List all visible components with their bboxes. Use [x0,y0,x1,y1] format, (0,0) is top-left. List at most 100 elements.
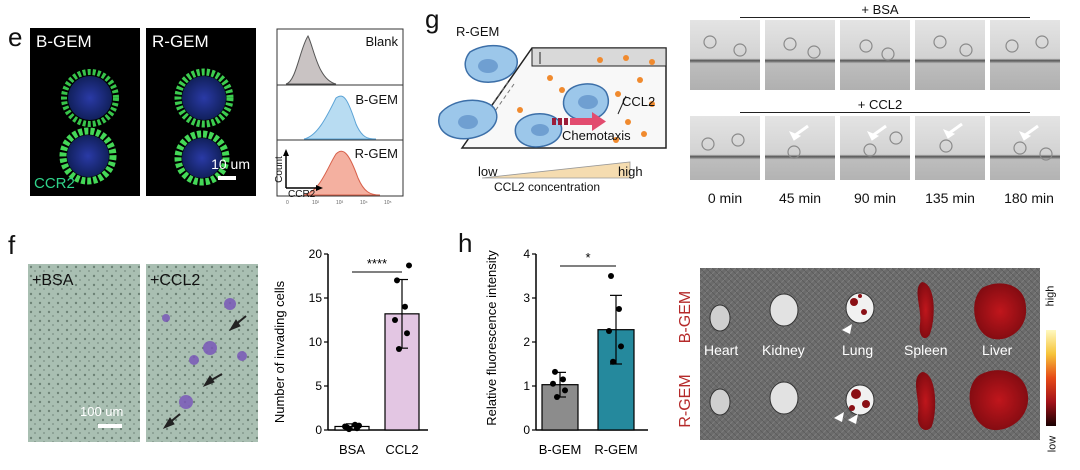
chart-h-point-0-3 [560,376,566,383]
chart-h-ytick-3: 3 [523,291,530,305]
chart-f-ytick-5: 5 [315,379,322,393]
invading-cells-chart: Number of invading cells **** BSA CCL2 0… [272,247,428,457]
chart-f-point-0-4 [344,424,350,431]
hist-blank [285,35,337,85]
ccr2-channel-label: CCR2 [34,175,75,192]
organ-kidney-label: Kidney [762,342,805,358]
r-gem-image-label: R-GEM [152,32,209,51]
gradient-low-label: low [478,164,498,179]
chart-f-point-1-2 [392,317,398,323]
scale-bar-f [98,424,122,428]
chart-h-ytick-2: 2 [523,335,530,349]
time-180: 180 min [1004,190,1054,206]
bsa-image-label: +BSA [32,272,74,289]
chart-h-point-1-4 [608,273,614,279]
flow-histogram-plot: 0 10² 10³ 10⁴ 10⁵ [276,28,404,206]
chart-h-point-0-0 [554,394,560,400]
chart-h-point-1-2 [606,328,612,334]
timelapse-frames [690,20,1060,180]
scale-bar-e [218,176,236,180]
colorbar-low-label: low [1046,435,1059,453]
gradient-high-label: high [618,164,643,179]
chart-h-point-0-1 [562,387,568,394]
chart-f-xtick-ccl2: CCL2 [385,442,418,457]
time-135: 135 min [925,190,975,206]
flow-axis-ccr2: CCR2 [288,189,316,200]
organ-heart-label: Heart [704,342,739,358]
panel-label-h: h [458,228,473,258]
scale-label-e: 10 um [211,156,250,172]
chart-f-point-1-1 [404,330,410,337]
lung-arrows [834,324,858,424]
time-90: 90 min [853,190,897,206]
chemotaxis-schematic [438,44,667,179]
chart-f-ylabel: Number of invading cells [272,280,287,423]
micrograph-r-gem: R-GEM 10 um [146,28,256,196]
invaded-cells [162,298,247,409]
flow-histograms: 0 10² 10³ 10⁴ 10⁵ Blank B-GEM R-GEM Count CC… [273,28,404,206]
chart-h-point-0-4 [552,368,558,375]
svg-text:10⁵: 10⁵ [384,200,392,206]
organ-liver-label: Liver [982,342,1013,358]
panel-label-f: f [8,230,16,260]
chart-h-point-0-2 [550,380,556,387]
chart-f-significance: **** [367,256,387,271]
flow-row-r-gem-label: R-GEM [354,146,398,161]
chemotaxis-label: Chemotaxis [562,128,631,143]
chart-h-ytick-0: 0 [523,423,530,437]
ex-vivo-organ-image: Heart Kidney Lung Spleen Liver [700,268,1040,440]
ccl2-image-label: +CCL2 [150,272,201,289]
chemotaxis-diagram: R-GEM CCL2 Chemotaxis low high CCL2 conc… [430,18,670,198]
chart-f-point-1-3 [402,303,408,310]
transwell-bsa-image: +BSA 100 um [28,264,140,442]
ccl2-frames [690,116,1060,180]
chart-h-significance: * [585,250,590,265]
chart-f-marks [334,262,420,433]
svg-text:10³: 10³ [336,200,344,206]
chart-h-ylabel: Relative fluorescence intensity [484,250,499,426]
chart-f-ytick-10: 10 [309,335,323,349]
chart-h-point-1-1 [618,343,624,350]
micrograph-b-gem: B-GEM CCR2 [30,28,140,196]
chart-f-point-0-5 [356,422,362,429]
chart-f-ytick-15: 15 [309,291,323,305]
invasion-arrows [162,315,247,430]
hist-b-gem [303,95,377,140]
panel-label-g: g [425,4,440,34]
transwell-bsa-pores [28,264,140,442]
bsa-row-label: + BSA [861,2,899,17]
chemotaxis-arrow [552,118,568,125]
heat-colorbar [1046,330,1056,426]
fluorescence-chart: Relative fluorescence intensity * B-GEM … [484,247,648,457]
timelapse-grid: + BSA + CCL2 [690,0,1070,212]
migration-arrows [788,122,1039,141]
chart-f-point-1-5 [406,262,412,269]
flow-row-b-gem-label: B-GEM [355,92,398,107]
ccl2-row-label: + CCL2 [857,97,903,112]
panel-label-e: e [8,22,23,52]
chart-f-xtick-bsa: BSA [339,442,365,457]
chart-h-ytick-4: 4 [523,247,530,261]
ex-vivo-row-labels: B-GEM R-GEM [675,268,697,440]
svg-text:10⁴: 10⁴ [360,200,368,206]
r-gem-cell-label: R-GEM [456,24,500,39]
flow-row-blank-label: Blank [365,34,398,49]
chart-h-point-1-3 [616,306,622,312]
time-0: 0 min [707,190,743,206]
chart-f-point-1-0 [396,346,402,353]
chart-f-ytick-0: 0 [315,423,322,437]
flow-axis-count: Count [273,156,285,183]
organ-lung-label: Lung [842,342,874,358]
chart-h-xtick-bgem: B-GEM [539,442,582,457]
b-gem-cells-image [59,69,119,185]
gradient-wedge [481,161,631,179]
r-gem-cells-image [174,68,236,186]
chart-f-point-1-4 [394,277,400,284]
ccl2-label: CCL2 [622,94,656,109]
hist-r-gem [303,150,381,196]
chart-f-ytick-20: 20 [309,247,323,261]
ex-vivo-row-r-gem: R-GEM [677,374,694,428]
gradient-caption: CCL2 concentration [494,180,601,194]
chart-h-xtick-rgem: R-GEM [594,442,637,457]
ex-vivo-row-b-gem: B-GEM [677,290,694,344]
